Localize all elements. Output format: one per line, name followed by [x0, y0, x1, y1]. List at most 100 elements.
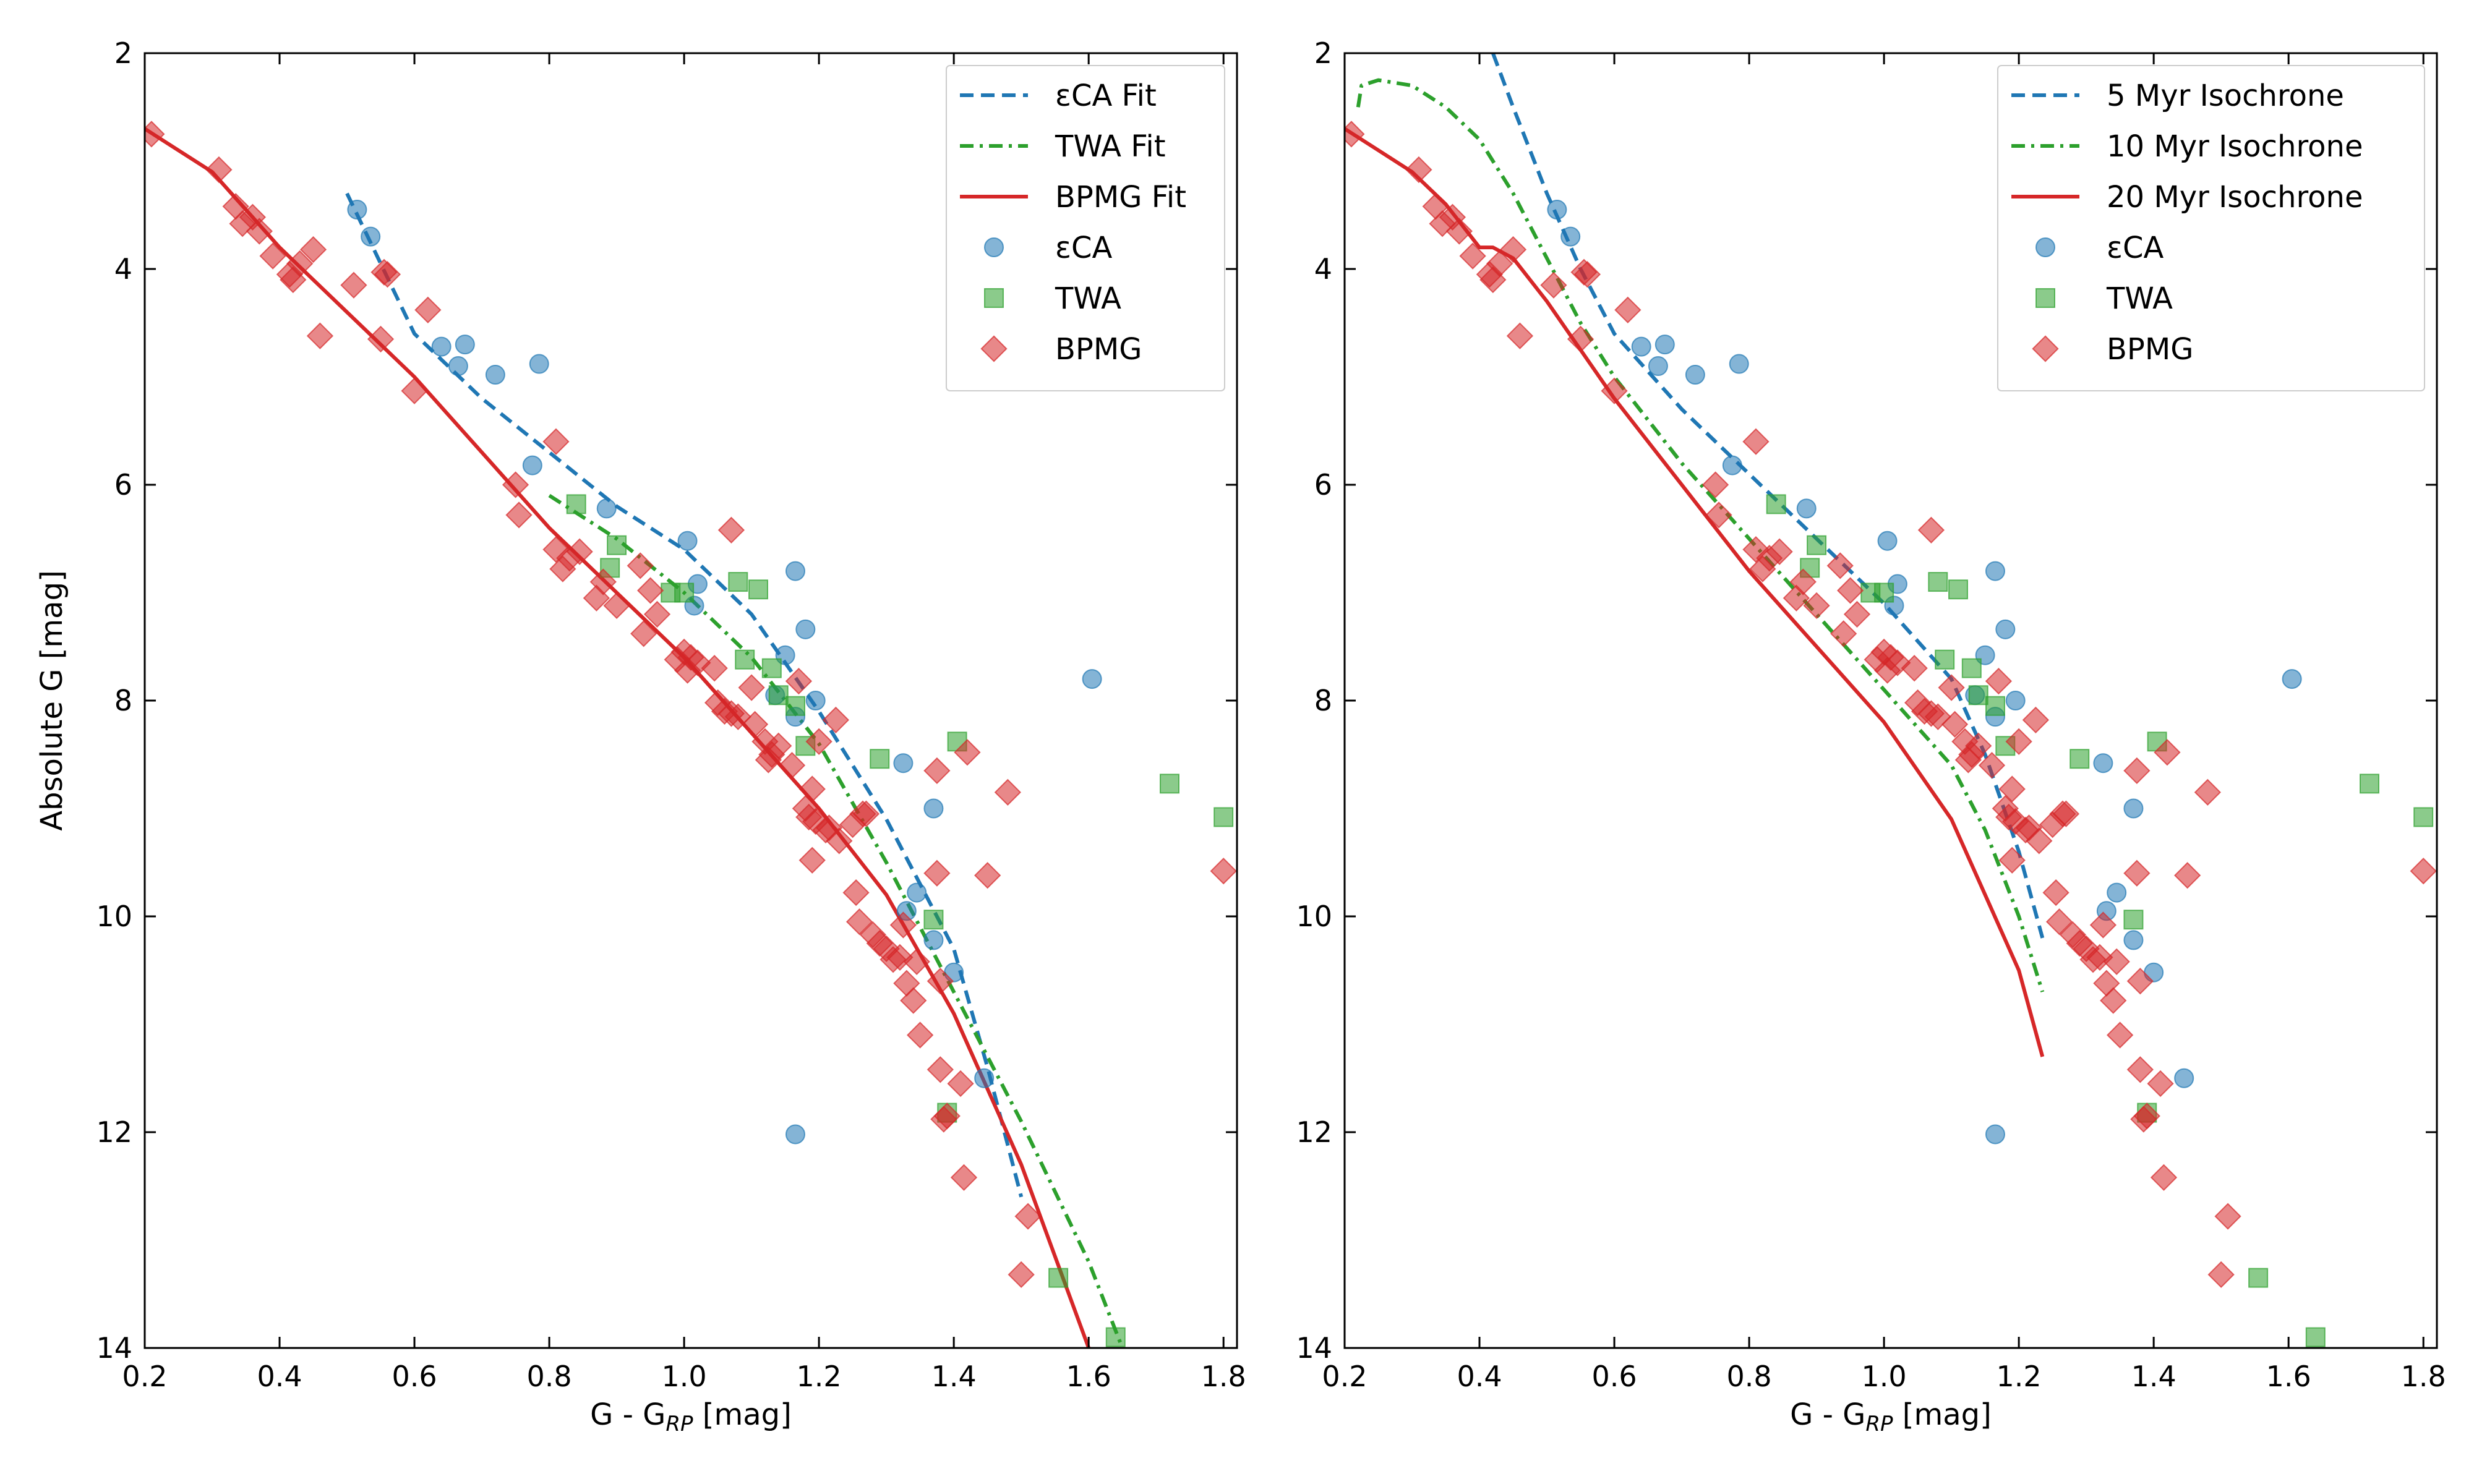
x-tick-label: 1.4: [2131, 1360, 2177, 1393]
y-tick-label: 10: [96, 900, 132, 933]
data-point-diamond: [2207, 1261, 2235, 1289]
data-point-square: [1213, 807, 1234, 827]
data-point-diamond: [947, 1070, 974, 1098]
data-point-diamond: [2126, 1056, 2154, 1083]
data-point-diamond: [1486, 250, 1513, 277]
data-point-diamond: [950, 1164, 978, 1191]
data-point-square: [1874, 582, 1894, 603]
data-point-circle: [1796, 498, 1817, 519]
legend-marker-diamond: [2032, 335, 2059, 362]
data-point-diamond: [1506, 322, 1534, 349]
data-point-square: [1048, 1268, 1069, 1288]
data-point-diamond: [2147, 1070, 2174, 1098]
data-point-circle: [1729, 354, 1749, 374]
x-tick-label: 1.6: [2266, 1360, 2311, 1393]
data-point-circle: [2123, 798, 2144, 819]
data-point-circle: [923, 798, 944, 819]
data-point-diamond: [636, 577, 664, 604]
series-line-2: [1345, 127, 2045, 1057]
data-point-circle: [1985, 1124, 2005, 1145]
data-point-square: [1985, 696, 2005, 716]
data-point-circle: [795, 619, 816, 639]
chart-panel-left: 0.2 0.4 0.6 0.8 1.0 1.2 1.4 1.6 1.8 2 4 6 8 10 12 14 G -…: [35, 36, 1246, 1436]
data-point-diamond: [205, 156, 233, 184]
data-point-circle: [2093, 753, 2113, 774]
data-point-diamond: [903, 948, 930, 975]
data-point-diamond: [906, 1021, 934, 1049]
data-point-square: [735, 649, 755, 670]
data-point-diamond: [798, 846, 826, 874]
data-point-diamond: [2005, 728, 2032, 755]
series-line-1: [1356, 78, 2045, 992]
y-tick-label: 14: [1296, 1331, 1332, 1365]
data-point-diamond: [1803, 592, 1830, 620]
data-point-diamond: [566, 538, 593, 565]
data-point-square: [607, 535, 627, 555]
data-point-diamond: [1965, 732, 1992, 759]
data-point-circle: [529, 354, 549, 374]
data-point-diamond: [900, 987, 927, 1014]
data-point-diamond: [603, 592, 630, 620]
legend-label: εCA: [1055, 231, 1112, 265]
data-point-diamond: [1008, 1261, 1035, 1289]
data-point-circle: [1985, 561, 2005, 581]
legend-frame: [946, 65, 1225, 391]
legend-label: TWA: [1055, 281, 1121, 316]
data-point-diamond: [627, 552, 654, 579]
legend-marker-circle: [984, 237, 1004, 257]
data-point-diamond: [798, 775, 826, 803]
legend-label: BPMG: [1055, 332, 1142, 367]
data-point-square: [2123, 910, 2144, 930]
data-point-diamond: [1601, 377, 1628, 404]
x-tick-label: 1.0: [1862, 1360, 1907, 1393]
data-point-circle: [1631, 336, 1651, 357]
data-point-diamond: [974, 862, 1001, 889]
data-point-diamond: [299, 236, 327, 263]
data-point-diamond: [2042, 879, 2070, 906]
series-diamond-group: [145, 121, 1237, 1289]
data-point-square: [870, 749, 890, 769]
data-point-diamond: [805, 728, 833, 755]
data-point-square: [2248, 1268, 2269, 1288]
data-point-diamond: [2026, 827, 2053, 855]
legend: εCA Fit TWA Fit BPMG Fit εCA TWA BPMG: [946, 65, 1225, 391]
data-point-diamond: [2045, 908, 2073, 936]
data-point-diamond: [994, 778, 1022, 806]
data-point-diamond: [306, 322, 334, 349]
data-point-diamond: [1742, 428, 1770, 455]
series-line-0: [345, 192, 1024, 1198]
data-point-square: [761, 658, 782, 678]
data-point-square: [748, 579, 769, 600]
data-point-diamond: [1901, 654, 1928, 682]
y-tick-label: 10: [1296, 900, 1332, 933]
legend-label: εCA Fit: [1055, 79, 1157, 113]
data-point-diamond: [927, 968, 954, 995]
data-point-circle: [596, 498, 617, 519]
data-point-diamond: [2103, 948, 2130, 975]
y-tick-label: 12: [96, 1115, 132, 1149]
series-diamond-group: [1345, 121, 2437, 1289]
data-point-diamond: [1540, 271, 1567, 299]
data-point-diamond: [1701, 471, 1729, 498]
legend-marker-circle: [2035, 237, 2055, 257]
data-point-square: [728, 572, 748, 592]
data-point-square: [785, 696, 805, 716]
y-tick-label: 4: [1314, 252, 1332, 286]
data-point-circle: [677, 531, 698, 551]
x-tick-label: 0.4: [1457, 1360, 1502, 1393]
data-point-diamond: [505, 501, 533, 529]
data-point-diamond: [927, 1056, 954, 1083]
data-point-diamond: [1405, 156, 1432, 184]
legend-marker-square: [984, 288, 1004, 308]
data-point-diamond: [246, 218, 273, 245]
series-square-group: [566, 494, 1234, 1347]
y-tick-label: 2: [1314, 36, 1332, 70]
data-point-circle: [974, 1068, 995, 1088]
data-point-diamond: [502, 471, 529, 498]
data-point-diamond: [1941, 710, 1969, 738]
data-point-diamond: [2022, 706, 2050, 734]
data-point-diamond: [1573, 261, 1601, 288]
legend-marker-square: [2035, 288, 2055, 308]
data-point-circle: [785, 561, 805, 581]
data-point-diamond: [1766, 538, 1793, 565]
